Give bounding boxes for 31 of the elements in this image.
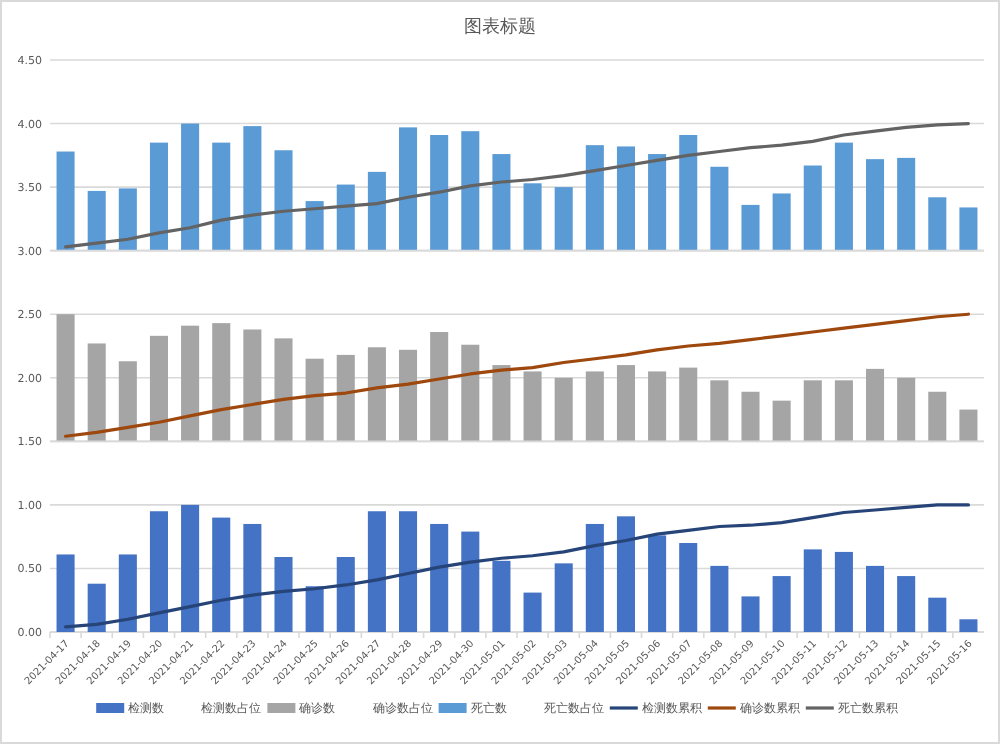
bar <box>928 597 947 632</box>
bar <box>803 549 822 632</box>
bar <box>959 619 978 632</box>
bar <box>741 596 760 632</box>
bar <box>56 554 75 632</box>
bar <box>336 557 355 632</box>
bar <box>679 543 698 632</box>
bar <box>616 516 635 632</box>
chart-title: 图表标题 <box>464 16 536 38</box>
bar <box>710 565 729 632</box>
bar <box>834 551 853 632</box>
bar <box>274 557 293 632</box>
bar <box>461 531 480 632</box>
bar <box>243 523 262 632</box>
bar <box>399 511 418 632</box>
bar <box>585 523 604 632</box>
bar <box>523 592 542 632</box>
bar <box>181 504 200 632</box>
bar <box>772 576 791 632</box>
bar <box>897 576 916 632</box>
bar <box>118 554 137 632</box>
bar <box>305 586 324 632</box>
bar <box>492 560 511 632</box>
bar <box>212 517 231 632</box>
bar <box>866 565 885 632</box>
bar <box>554 563 573 632</box>
bar <box>430 523 449 632</box>
bar <box>87 583 106 632</box>
bar <box>149 511 168 632</box>
bar <box>367 511 386 632</box>
bar <box>648 535 667 632</box>
